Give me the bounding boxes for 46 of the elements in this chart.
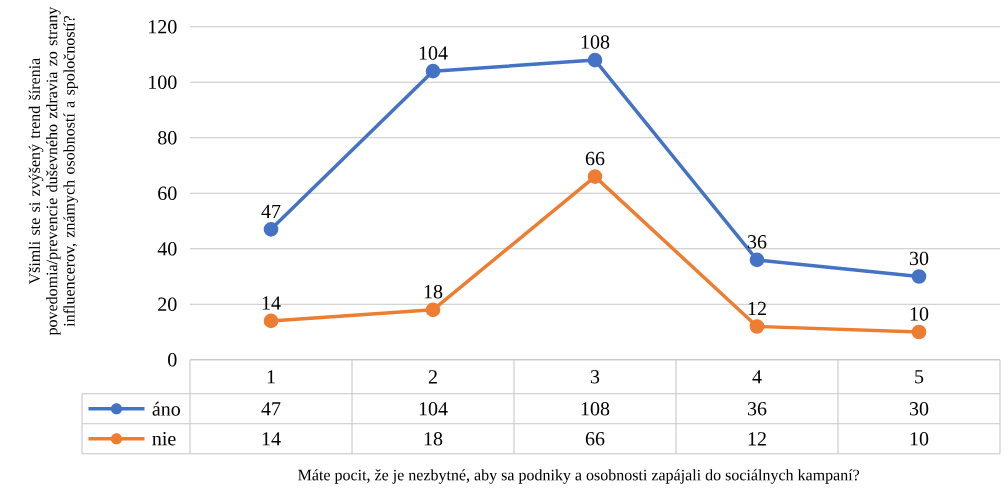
text: 12 [748,301,766,316]
data-label: 36 [747,402,767,416]
point [263,313,279,329]
point [911,324,927,340]
y-tick-label: 80 [158,131,177,145]
legend-label: nie [152,432,176,446]
point [911,269,927,284]
data-label: 10 [910,432,929,446]
data-label: 30 [909,402,929,416]
data-label: 14 [262,432,281,446]
y-tick-label: 0 [168,353,177,367]
x-tick-label: 3 [590,370,600,384]
text: Máte pocit, že je nezbytné, aby sa podniky a osobnosti zapájali do sociálnych kampaní? [298,469,860,484]
text: 108 [581,35,610,49]
data-label: 18 [424,432,443,446]
x-tick-label: 2 [428,370,437,384]
text: 18 [424,285,443,299]
x-tick-label: 4 [752,370,762,384]
data-label: 108 [581,402,610,416]
point [587,52,603,68]
y-tick-label: 20 [158,297,177,312]
point [263,222,279,237]
text: 30 [909,251,929,266]
text: 14 [262,296,281,310]
y-tick-label: 60 [158,186,177,201]
y-tick-label: 120 [149,20,177,34]
point [749,252,765,268]
point [425,63,441,79]
text: 66 [585,151,605,166]
point [587,169,603,185]
text: 36 [747,235,767,249]
data-label: 66 [585,432,605,446]
point [425,302,441,318]
y-axis-title: Všimli ste si zvýšený trend šírenia povedomia/prevencie duševného zdravia zo strany influencerov, známych osobností a spoločností? [28,6,78,336]
data-label: 104 [419,402,448,416]
text: 10 [910,307,929,321]
x-tick-label: 5 [915,370,924,384]
point [749,319,765,334]
y-tick-label: 40 [157,242,177,256]
x-tick-label: 1 [267,370,275,384]
legend-label: áno [152,401,180,416]
text: 47 [261,204,281,219]
y-tick-label: 100 [149,75,177,90]
data-label: 47 [261,402,281,416]
text: 104 [419,46,448,60]
data-label: 12 [748,432,766,446]
